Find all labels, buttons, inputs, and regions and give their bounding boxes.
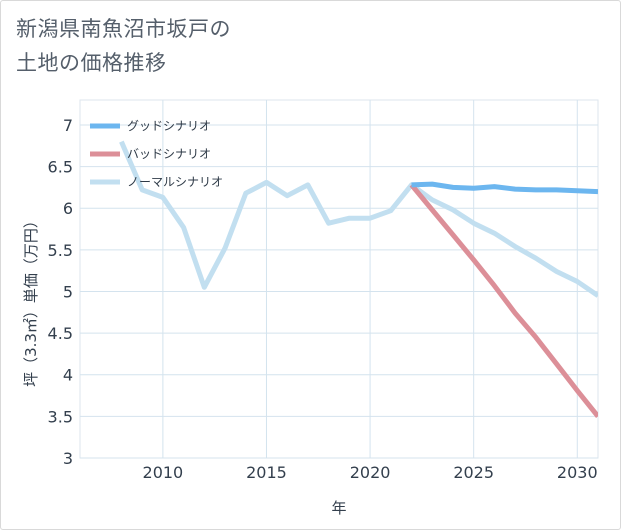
legend-label-2: ノーマルシナリオ <box>127 175 223 189</box>
x-tick-labels: 2010 2015 2020 2025 2030 <box>143 463 598 482</box>
x-tick-label: 2015 <box>246 463 287 482</box>
chart-title-line1: 新潟県南魚沼市坂戸の <box>16 17 231 41</box>
series-layer <box>119 140 598 418</box>
y-tick-label: 6.5 <box>48 158 73 177</box>
y-tick-label: 7 <box>63 116 73 135</box>
y-axis-title: 坪（3.3㎡）単価（万円） <box>22 213 40 387</box>
series-line-2 <box>119 140 598 298</box>
y-tick-label: 3 <box>63 449 73 468</box>
chart-title-line2: 土地の価格推移 <box>16 51 167 75</box>
y-tick-label: 4 <box>63 366 73 385</box>
x-tick-label: 2010 <box>143 463 184 482</box>
series-line-1 <box>409 183 598 418</box>
y-tick-label: 3.5 <box>48 407 73 426</box>
y-gridlines <box>80 124 598 459</box>
x-tick-label: 2020 <box>350 463 391 482</box>
x-gridlines <box>162 100 578 458</box>
y-tick-label: 6 <box>63 199 73 218</box>
x-tick-label: 2025 <box>453 463 494 482</box>
x-axis-title: 年 <box>331 499 346 517</box>
x-tick-label: 2030 <box>557 463 598 482</box>
y-tick-label: 5 <box>63 282 73 301</box>
legend-label-0: グッドシナリオ <box>127 119 211 133</box>
series-line-0 <box>411 181 598 195</box>
chart-title: 新潟県南魚沼市坂戸の 土地の価格推移 <box>16 12 231 80</box>
y-tick-labels: 3 3.5 4 4.5 5 5.5 6 6.5 7 <box>48 116 73 468</box>
y-tick-label: 5.5 <box>48 241 73 260</box>
legend-label-1: バッドシナリオ <box>127 147 211 161</box>
y-tick-label: 4.5 <box>48 324 73 343</box>
plot-area <box>79 99 599 459</box>
